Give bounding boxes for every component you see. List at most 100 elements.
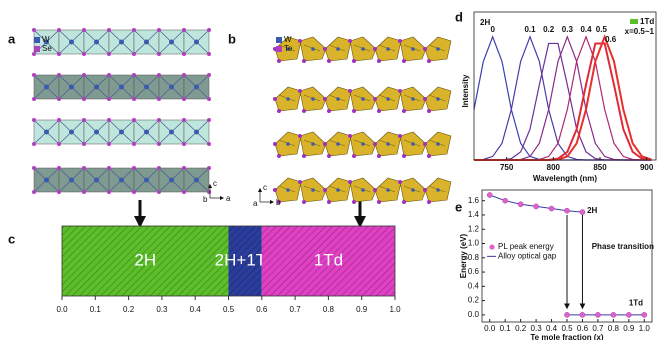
se-atom <box>107 118 111 122</box>
se-atom <box>32 97 36 101</box>
se-atom <box>182 118 186 122</box>
se-atom <box>207 118 211 122</box>
w-atom <box>286 97 290 101</box>
y-tick-label: 1.4 <box>468 210 480 219</box>
pl-point <box>564 312 569 317</box>
se-atom <box>207 28 211 32</box>
te-atom <box>352 109 356 113</box>
axis-letter: b <box>276 198 281 207</box>
te-atom <box>377 200 381 204</box>
te-atom <box>377 154 381 158</box>
se-atom <box>82 73 86 77</box>
series-label: 0.4 <box>580 25 592 34</box>
w-atom <box>386 142 390 146</box>
te-atom <box>327 200 331 204</box>
series-label: 0.3 <box>562 25 574 34</box>
spectrum <box>474 37 651 160</box>
se-atom <box>32 52 36 56</box>
se-atom <box>157 142 161 146</box>
se-atom <box>182 73 186 77</box>
y-tick-label: 1.6 <box>468 196 480 205</box>
series-label: 0.1 <box>524 25 536 34</box>
x-tick-label: 0.1 <box>500 324 512 333</box>
te-atom <box>423 188 427 192</box>
pl-point <box>642 312 647 317</box>
se-atom <box>132 52 136 56</box>
te-atom <box>327 59 331 63</box>
x-tick-label: 0.2 <box>123 305 135 314</box>
x-tick-label: 0.3 <box>531 324 543 333</box>
x-tick-label: 0.4 <box>190 305 202 314</box>
te-atom <box>298 89 302 93</box>
w-atom <box>436 188 440 192</box>
w-atom <box>119 178 124 183</box>
se-atom <box>157 190 161 194</box>
te-atom <box>427 109 431 113</box>
se-atom <box>82 52 86 56</box>
w-atom <box>336 142 340 146</box>
series-label: 0.5 <box>596 25 608 34</box>
annotation: 2H <box>480 18 490 27</box>
x-tick-label: 0.8 <box>323 305 335 314</box>
te-atom <box>423 47 427 51</box>
annotation: x=0.5~1 <box>625 27 655 36</box>
te-atom <box>352 200 356 204</box>
spectrum <box>474 37 651 160</box>
se-atom <box>32 190 36 194</box>
te-atom <box>298 134 302 138</box>
series-label: 0 <box>490 25 495 34</box>
te-atom <box>298 39 302 43</box>
w-atom <box>94 178 99 183</box>
annotation: 1Td <box>629 299 643 308</box>
te-atom <box>427 154 431 158</box>
w-atom <box>44 130 49 135</box>
x-tick-label: 0.9 <box>623 324 635 333</box>
axis-letter: b <box>203 195 208 204</box>
se-atom <box>132 166 136 170</box>
se-atom <box>57 118 61 122</box>
w-atom <box>411 142 415 146</box>
legend-swatch <box>276 37 282 43</box>
x-tick-label: 850 <box>593 163 607 172</box>
w-atom <box>119 130 124 135</box>
te-atom <box>427 59 431 63</box>
series-label: 0.6 <box>605 35 617 44</box>
x-axis-label: Wavelength (nm) <box>533 174 597 183</box>
se-atom <box>107 166 111 170</box>
se-atom <box>107 52 111 56</box>
w-atom <box>386 188 390 192</box>
se-atom <box>157 97 161 101</box>
legend-swatch <box>34 37 40 43</box>
legend-marker <box>489 244 494 249</box>
se-atom <box>157 73 161 77</box>
x-tick-label: 900 <box>640 163 654 172</box>
se-atom <box>207 73 211 77</box>
w-atom <box>94 130 99 135</box>
se-atom <box>157 118 161 122</box>
te-atom <box>302 200 306 204</box>
se-atom <box>32 28 36 32</box>
se-atom <box>107 97 111 101</box>
te-atom <box>277 59 281 63</box>
x-tick-label: 0.5 <box>223 305 235 314</box>
x-tick-label: 0.1 <box>90 305 102 314</box>
te-atom <box>277 154 281 158</box>
w-atom <box>69 40 74 45</box>
legend-swatch <box>276 46 282 52</box>
spectrum <box>474 37 651 160</box>
x-tick-label: 0.5 <box>561 324 573 333</box>
se-atom <box>57 97 61 101</box>
w-atom <box>386 97 390 101</box>
legend-label: Se <box>42 44 52 53</box>
w-atom <box>311 142 315 146</box>
w-atom <box>361 188 365 192</box>
w-atom <box>411 188 415 192</box>
se-atom <box>107 142 111 146</box>
se-atom <box>182 52 186 56</box>
spectrum <box>474 37 651 160</box>
y-axis-label: Energy (eV) <box>459 233 468 278</box>
te-atom <box>273 142 277 146</box>
y-tick-label: 1.2 <box>468 224 480 233</box>
legend-label: Te <box>284 44 293 53</box>
se-atom <box>182 166 186 170</box>
